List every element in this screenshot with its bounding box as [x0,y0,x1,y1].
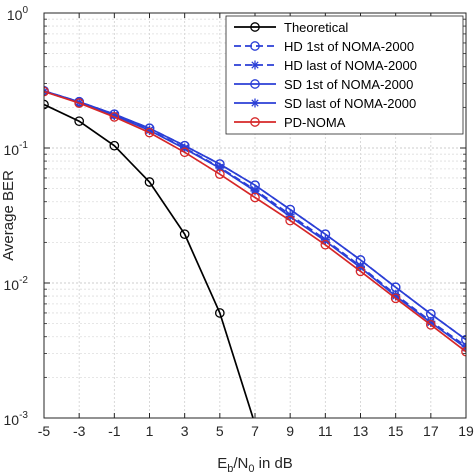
data-point [74,116,85,127]
x-axis-label-base: E [217,455,227,472]
x-axis-label-tail: in dB [254,455,292,472]
data-point [214,308,225,318]
series-line [44,90,466,353]
legend: Theoretical HD 1st of NOMA-2000 HD last of… [225,15,464,135]
data-point [250,192,260,203]
y-tick-label: 10-3 [4,410,29,428]
series-1 [44,99,254,418]
x-tick-label: -5 [38,423,51,439]
series-6 [44,86,466,357]
star-stroke [44,87,48,93]
data-point [74,98,85,108]
star-stroke [251,61,259,69]
legend-box [225,15,464,135]
star-stroke [392,292,400,300]
x-tick-label: -3 [73,423,86,439]
legend-marker [250,117,260,127]
legend-label: PD-NOMA [284,115,346,130]
star-stroke [462,344,466,349]
star-stroke [462,342,466,348]
legend-label: Theoretical [284,20,348,35]
x-axis-label-sub1: b [227,463,233,474]
x-tick-label: 9 [286,423,294,439]
star-stroke [251,99,259,107]
data-point [425,319,436,330]
data-point [214,169,225,180]
data-point [44,86,49,97]
legend-label: SD 1st of NOMA-2000 [284,77,413,92]
x-tick-label: 11 [318,423,333,439]
y-tick-label: 100 [7,5,29,23]
legend-marker [250,98,260,108]
data-point [390,293,401,304]
data-point [390,282,401,293]
data-point [391,291,401,301]
data-point [144,127,155,138]
x-tick-label: 7 [251,423,259,439]
y-tick-label: 10-2 [4,275,29,293]
x-axis-label-sub2: 0 [248,463,254,474]
x-tick-label: -1 [108,423,121,439]
x-axis-label: Eb/N0 in dB [217,455,293,474]
x-tick-label: 1 [146,423,154,439]
data-point [179,229,190,240]
x-tick-label: 5 [216,423,224,439]
data-point [144,177,155,187]
legend-marker [250,41,260,51]
legend-label: HD last of NOMA-2000 [284,58,417,73]
legend-marker [250,60,260,70]
x-tick-label: 17 [423,423,439,439]
series-line [44,103,254,418]
legend-label: SD last of NOMA-2000 [284,96,416,111]
data-point [44,99,49,110]
star-stroke [44,90,48,96]
legend-marker [250,22,260,32]
data-point [320,239,331,250]
legend-label: HD 1st of NOMA-2000 [284,39,414,54]
series-group [44,86,466,418]
x-axis-label-mid: /N [233,455,248,472]
x-tick-label: 15 [388,423,404,439]
star-stroke [427,318,435,327]
data-point [109,112,120,122]
y-axis-label: Average BER [0,170,17,261]
data-point [355,266,366,277]
y-tick-label: 10-1 [4,140,29,158]
data-point [109,140,120,151]
data-point [179,147,190,158]
x-tick-label: 3 [181,423,189,439]
legend-marker [250,79,260,89]
x-tick-label: 19 [458,423,474,439]
data-point [44,87,49,97]
x-tick-label: 13 [353,423,369,439]
data-point [285,215,296,226]
